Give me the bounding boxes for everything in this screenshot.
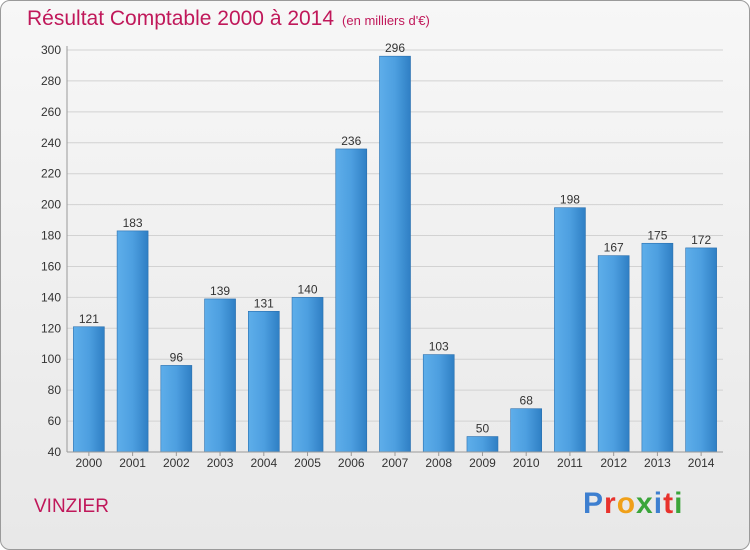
x-tick-label: 2001 [119,456,146,470]
bar-2012 [597,255,630,453]
y-tick-label: 100 [41,352,61,366]
logo-letter: x [636,487,654,520]
logo-letter: i [674,487,684,520]
y-tick-label: 260 [41,105,61,119]
bar-2010 [510,408,543,453]
logo-letter: t [663,487,675,520]
value-label: 296 [385,41,405,55]
y-tick-label: 280 [41,74,61,88]
x-tick-label: 2009 [469,456,496,470]
logo-letter: P [583,487,605,520]
y-tick-label: 60 [48,414,62,428]
y-tick-label: 220 [41,167,61,181]
x-tick-label: 2002 [163,456,190,470]
bar-2007 [379,55,411,453]
x-tick-label: 2010 [513,456,540,470]
bar-2005 [291,297,324,453]
bar-2006 [335,148,368,453]
bar-2014 [685,247,717,453]
logo-letter: o [616,487,637,520]
x-tick-label: 2011 [557,456,583,470]
value-label: 183 [123,216,143,230]
commune-name: VINZIER [34,496,109,517]
value-label: 175 [647,228,667,242]
y-tick-label: 180 [41,229,61,243]
chart-title: Résultat Comptable 2000 à 2014 (en millie… [27,7,430,30]
bar-2013 [641,242,674,453]
x-tick-label: 2014 [688,456,715,470]
value-label: 96 [170,350,184,364]
value-label: 236 [341,134,361,148]
value-label: 172 [691,233,711,247]
value-label: 140 [298,282,318,296]
y-tick-label: 40 [48,445,62,459]
y-tick-label: 200 [41,198,61,212]
value-label: 68 [520,394,534,408]
bar-2009 [466,436,499,453]
x-tick-label: 2003 [207,456,234,470]
value-label: 131 [254,296,274,310]
value-label: 167 [604,241,624,255]
x-tick-label: 2006 [338,456,365,470]
bar-2003 [204,298,236,453]
bar-2004 [248,310,280,453]
y-tick-label: 300 [41,43,61,57]
x-tick-label: 2007 [382,456,409,470]
value-label: 50 [476,422,490,436]
value-label: 139 [210,284,230,298]
bar-2011 [554,207,586,453]
y-tick-label: 80 [48,383,62,397]
x-tick-label: 2012 [600,456,627,470]
y-tick-label: 160 [41,259,61,273]
y-tick-label: 120 [41,321,61,335]
logo-letter: r [604,487,617,520]
value-label: 103 [429,340,449,354]
x-tick-label: 2005 [294,456,321,470]
x-tick-label: 2013 [644,456,671,470]
bar-2001 [116,230,149,453]
y-tick-label: 240 [41,136,61,150]
x-tick-label: 2000 [76,456,103,470]
y-tick-label: 140 [41,290,61,304]
value-label: 198 [560,193,580,207]
value-label: 121 [79,312,99,326]
x-tick-label: 2008 [425,456,452,470]
proxiti-logo: Proxiti [583,487,683,521]
bar-2008 [422,354,455,453]
x-tick-label: 2004 [250,456,277,470]
logo-letter: i [653,487,664,520]
chart-unit: (en milliers d'€) [342,13,430,28]
bar-2000 [73,326,105,453]
bar-2002 [160,365,193,453]
